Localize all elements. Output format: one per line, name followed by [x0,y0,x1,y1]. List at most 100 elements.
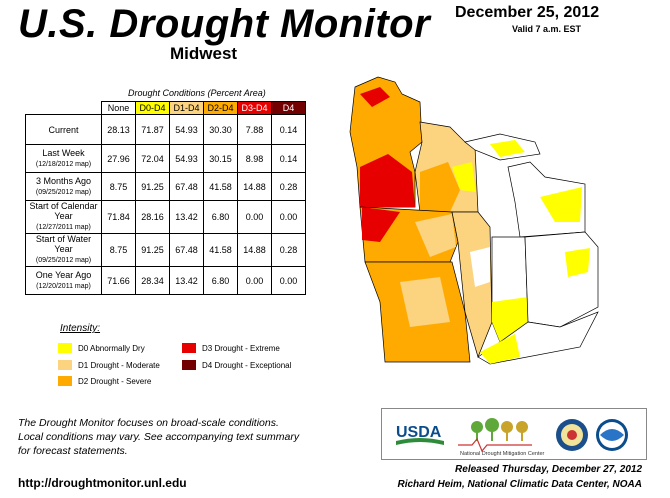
region-label: Midwest [170,44,238,63]
table-cell: 54.93 [169,114,204,145]
illinois-region [451,211,493,359]
illinois-white [470,247,490,287]
table-cell: 0.14 [271,114,306,145]
row-label-sub: (12/27/2011 map) [36,224,91,231]
ndmc-trees-icon [471,418,528,441]
minnesota-d3-core [360,154,415,207]
table-cell: 71.66 [101,266,136,295]
drought-map [349,76,599,365]
table-cell: 28.13 [101,114,136,145]
table-cell: 0.28 [271,172,306,201]
table-row: 3 Months Ago (09/25/2012 map) 8.75 91.25 … [25,172,306,201]
usda-swoosh-icon [396,438,444,445]
legend-label: D3 Drought - Extreme [202,343,280,353]
legend-label: D2 Drought - Severe [78,376,152,386]
table-cell: 91.25 [135,233,170,267]
legend-swatch [58,343,72,353]
row-label: Start of Water Year (09/25/2012 map) [25,233,102,267]
minnesota-d1-north [360,87,390,107]
row-label: Current [25,114,102,145]
table-corner [26,102,102,115]
footer-note: The Drought Monitor focuses on broad-sca… [18,416,358,458]
legend-item-d0: D0 Abnormally Dry [58,343,145,353]
upper-michigan-d0 [490,140,525,157]
footer-note-line: The Drought Monitor focuses on broad-sca… [18,417,279,429]
wisconsin-d2 [420,162,460,212]
table-cell: 28.34 [135,266,170,295]
row-label-text: Last Week [42,147,85,158]
row-label: One Year Ago (12/20/2011 map) [25,266,102,295]
column-header-d4: D4 [271,101,306,115]
legend-swatch [182,360,196,370]
row-label-sub: (09/25/2012 map) [35,188,92,196]
table-cell: 8.75 [101,233,136,267]
doc-seal-icon [556,419,588,451]
row-label: 3 Months Ago (09/25/2012 map) [25,172,102,201]
table-cell: 6.80 [203,266,238,295]
indiana-d0 [492,297,528,342]
table-row: Last Week (12/18/2012 map) 27.96 72.04 54… [25,144,306,173]
table-cell: 27.96 [101,144,136,173]
table-cell: 0.00 [237,200,272,234]
legend-item-d3: D3 Drought - Extreme [182,343,280,353]
table-cell: 30.30 [203,114,238,145]
ohio-region [524,231,599,328]
legend-item-d1: D1 Drought - Moderate [58,360,160,370]
row-label-text: Start of Water Year [35,234,92,254]
drought-conditions-table: None D0-D4 D1-D4 D2-D4 D3-D4 D4 Current … [25,101,306,295]
iowa-d1 [415,214,456,257]
row-label: Start of Calendar Year (12/27/2011 map) [25,200,102,234]
valid-time: Valid 7 a.m. EST [512,24,582,34]
kentucky-d0 [480,334,520,364]
table-cell: 41.58 [203,233,238,267]
table-cell: 41.58 [203,172,238,201]
legend-title: Intensity: [60,323,101,334]
table-cell: 0.14 [271,144,306,173]
table-cell: 0.28 [271,233,306,267]
footer-note-line: for forecast statements. [18,445,128,457]
table-cell: 7.88 [237,114,272,145]
release-date: Released Thursday, December 27, 2012 [455,464,642,475]
ndmc-line-icon [458,437,532,453]
table-header-row: None D0-D4 D1-D4 D2-D4 D3-D4 D4 [26,101,306,115]
lower-michigan-d0 [540,187,582,222]
row-label-sub: (09/25/2012 map) [35,257,92,264]
legend-item-d4: D4 Drought - Exceptional [182,360,291,370]
legend-label: D1 Drought - Moderate [78,360,160,370]
table-cell: 30.15 [203,144,238,173]
legend-swatch [58,376,72,386]
table-cell: 6.80 [203,200,238,234]
legend-label: D4 Drought - Exceptional [202,360,292,370]
table-cell: 8.98 [237,144,272,173]
table-cell: 13.42 [169,200,204,234]
usda-logo: USDA [396,424,442,441]
table-cell: 67.48 [169,172,204,201]
table-row: Start of Calendar Year (12/27/2011 map) 7… [25,200,306,234]
row-label: Last Week (12/18/2012 map) [25,144,102,173]
table-cell: 8.75 [101,172,136,201]
table-cell: 14.88 [237,233,272,267]
row-label-text: One Year Ago [35,269,92,280]
row-label-text: 3 Months Ago [35,175,92,186]
table-cell: 71.84 [101,200,136,234]
table-cell: 28.16 [135,200,170,234]
column-header-d2-d4: D2-D4 [203,101,238,115]
legend-label: D0 Abnormally Dry [78,343,145,353]
author-credit: Richard Heim, National Climatic Data Cen… [397,479,642,490]
table-cell: 0.00 [271,266,306,295]
row-label-sub: (12/18/2012 map) [35,160,92,168]
table-cell: 67.48 [169,233,204,267]
table-cell: 71.87 [135,114,170,145]
ndmc-logo-text: National Drought Mitigation Center [460,451,545,457]
site-url[interactable]: http://droughtmonitor.unl.edu [18,476,187,490]
sponsor-logos: USDA National Drought Mitigation Center [381,408,647,460]
legend-swatch [58,360,72,370]
map-date: December 25, 2012 [455,4,600,21]
page-title: U.S. Drought Monitor [18,2,431,46]
table-cell: 0.00 [237,266,272,295]
missouri-d1 [400,277,450,327]
table-row: One Year Ago (12/20/2011 map) 71.66 28.34… [25,266,306,295]
table-row: Current 28.13 71.87 54.93 30.30 7.88 0.1… [25,114,306,145]
legend-item-d2: D2 Drought - Severe [58,376,151,386]
row-label-sub: (12/20/2011 map) [36,282,91,290]
